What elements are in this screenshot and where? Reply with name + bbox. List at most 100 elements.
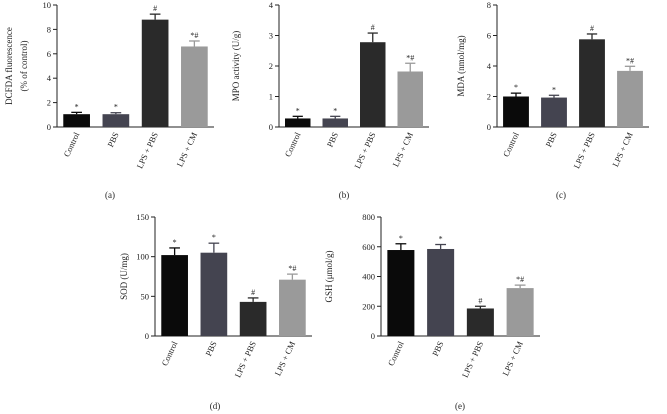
y-axis-label: DCFDA fluorescence (4, 27, 14, 105)
y-tick-label: 0 (269, 122, 273, 132)
chart-panel-e: 0 200 400 600 800 GSH (μmol/g) * Control * PBS # LP… (324, 212, 540, 411)
y-tick-label: 2 (47, 98, 51, 108)
y-tick-label: 1 (269, 92, 273, 102)
significance-marker: * (439, 235, 443, 244)
bar-control (503, 96, 529, 127)
category-label: Control (283, 130, 303, 158)
y-tick-label: 4 (47, 73, 52, 83)
category-label: LPS + PBS (460, 339, 486, 379)
panel-label: (e) (455, 401, 465, 411)
category-label: PBS (203, 339, 219, 357)
significance-marker: * (75, 102, 79, 111)
significance-marker: *# (288, 264, 296, 273)
category-label: Control (61, 130, 81, 158)
significance-marker: *# (406, 53, 414, 62)
y-tick-label: 200 (362, 301, 375, 311)
bar-pbs (541, 97, 567, 127)
category-label: PBS (325, 130, 341, 148)
y-tick-label: 10 (43, 0, 52, 10)
category-label: Control (159, 339, 179, 367)
y-tick-label: 0 (371, 331, 375, 341)
significance-marker: # (153, 4, 157, 13)
category-label: LPS + CM (175, 130, 200, 168)
bar-lps-pbs (466, 308, 494, 336)
y-tick-label: 4 (269, 0, 274, 10)
bar-control (285, 118, 311, 127)
category-label: LPS + CM (610, 130, 635, 168)
bar-control (63, 114, 90, 127)
y-tick-label: 400 (362, 272, 375, 282)
chart-panel-b: 0 1 2 3 4 MPO activity (U/g) * Control * PBS # LPS … (231, 0, 429, 200)
bar-lps-pbs (239, 301, 267, 336)
category-label: LPS + PBS (232, 339, 258, 379)
y-tick-label: 8 (487, 0, 491, 10)
y-tick-label: 2 (269, 61, 273, 71)
category-label: LPS + PBS (134, 130, 160, 170)
significance-marker: * (333, 106, 337, 115)
category-label: LPS + CM (390, 130, 415, 168)
y-axis-label: SOD (U/mg) (119, 253, 129, 300)
y-tick-label: 600 (362, 242, 375, 252)
category-label: LPS + PBS (571, 130, 597, 170)
bar-pbs (200, 252, 228, 336)
category-label: PBS (543, 130, 559, 148)
y-tick-label: 8 (47, 24, 51, 34)
category-label: PBS (430, 339, 446, 357)
y-tick-label: 100 (136, 252, 149, 262)
y-tick-label: 4 (487, 61, 492, 71)
panel-label: (c) (556, 190, 566, 200)
y-tick-label: 6 (47, 49, 51, 59)
y-tick-label: 2 (487, 92, 491, 102)
panel-label: (b) (339, 190, 350, 200)
significance-marker: * (552, 85, 556, 94)
significance-marker: *# (190, 31, 198, 40)
bar-lps-pbs (579, 39, 605, 127)
chart-panel-d: 0 50 100 150 SOD (U/mg) * Control * PBS # LPS + PB… (119, 212, 312, 411)
bar-lps-cm (506, 288, 534, 336)
bar-pbs (427, 248, 455, 336)
significance-marker: * (514, 83, 518, 92)
bar-lps-cm (279, 279, 306, 336)
y-tick-label: 0 (145, 331, 149, 341)
significance-marker: * (173, 238, 177, 247)
chart-panel-c: 0 2 4 6 8 MDA (nmol/mg) * Control * PBS # LPS + PBS… (456, 0, 649, 200)
bar-lps-pbs (141, 19, 169, 127)
y-tick-label: 6 (487, 31, 491, 41)
category-label: PBS (105, 130, 121, 148)
significance-marker: *# (626, 56, 634, 65)
significance-marker: # (251, 288, 255, 297)
y-tick-label: 50 (141, 291, 150, 301)
category-label: LPS + CM (500, 339, 525, 377)
y-axis-label-secondary: (% of control) (19, 41, 29, 92)
bar-lps-cm (617, 70, 643, 127)
bar-lps-cm (181, 46, 208, 128)
y-tick-label: 0 (487, 122, 491, 132)
y-tick-label: 3 (269, 31, 273, 41)
category-label: LPS + PBS (352, 130, 378, 170)
chart-panel-a: 0 2 4 6 8 10 DCFDA fluorescence (% of control) *… (4, 0, 214, 200)
bar-lps-pbs (360, 42, 386, 127)
category-label: Control (501, 130, 521, 158)
significance-marker: *# (516, 275, 524, 284)
panel-label: (a) (105, 190, 115, 200)
bar-control (387, 250, 415, 336)
significance-marker: # (478, 296, 482, 305)
significance-marker: # (371, 23, 375, 32)
y-axis-label: MPO activity (U/g) (231, 31, 241, 102)
significance-marker: * (399, 234, 403, 243)
y-axis-label: MDA (nmol/mg) (456, 35, 466, 96)
y-axis-label: GSH (μmol/g) (324, 250, 334, 302)
y-tick-label: 0 (47, 122, 51, 132)
y-tick-label: 800 (362, 212, 375, 222)
significance-marker: * (212, 233, 216, 242)
significance-marker: * (296, 106, 300, 115)
bar-pbs (102, 114, 130, 127)
significance-marker: * (114, 103, 118, 112)
panel-label: (d) (210, 401, 221, 411)
bar-pbs (322, 118, 348, 127)
significance-marker: # (590, 24, 594, 33)
bar-control (161, 255, 188, 336)
bar-lps-cm (397, 71, 423, 127)
category-label: Control (386, 339, 406, 367)
